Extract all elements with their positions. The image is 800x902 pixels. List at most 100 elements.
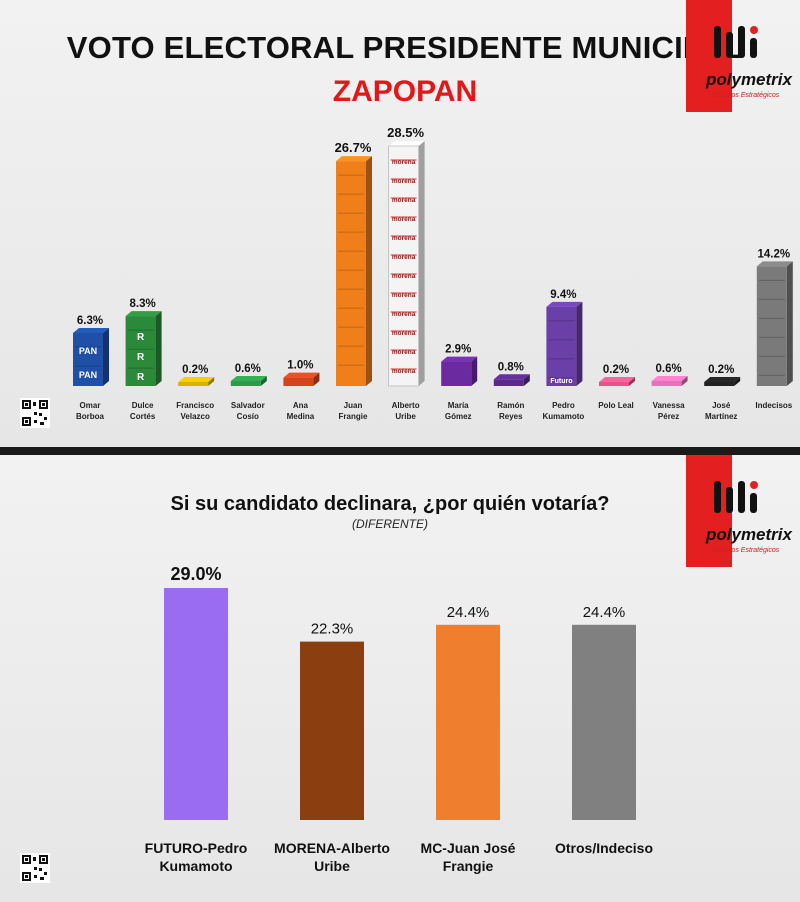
category-label: Salvador (231, 401, 265, 410)
bar-group: morena morena morena morena morena morena more… (387, 125, 425, 421)
category-label: Cortés (130, 412, 156, 421)
party-mark: Futuro (550, 378, 572, 385)
bar-side (313, 372, 320, 386)
decline-bar-chart: 29.0% FUTURO-Pedro Kumamoto 22.3% MORENA-Alb… (145, 564, 653, 874)
category-label: María (448, 401, 469, 410)
bar-top (178, 377, 215, 382)
data-label: 0.2% (603, 364, 629, 376)
category-label: Indecisos (755, 401, 792, 410)
data-label: 0.8% (498, 361, 524, 373)
bar-group: 24.4% MC-Juan José Frangie (421, 604, 516, 874)
data-label: 22.3% (311, 621, 354, 638)
category-label: Juan (344, 401, 363, 410)
bar-side (734, 377, 741, 386)
party-mark: PAN (79, 346, 97, 356)
category-label: Pedro (552, 401, 575, 410)
category-label: Dulce (132, 401, 154, 410)
bar (388, 145, 420, 387)
data-label: 0.2% (708, 364, 734, 376)
data-label: 29.0% (170, 564, 221, 584)
bar-side (155, 311, 162, 386)
brand-tagline: Estudios Estratégicos (712, 92, 780, 99)
party-mark: morena (392, 159, 416, 166)
bar-group: 0.2% José Martínez (704, 364, 741, 421)
bar-side (260, 375, 267, 386)
bar-top (230, 375, 267, 381)
party-mark: morena (392, 216, 416, 223)
bar-side (366, 156, 372, 386)
category-label: Medina (287, 412, 315, 421)
data-label: 2.9% (445, 344, 471, 356)
bar (572, 624, 636, 820)
category-label: Francisco (176, 401, 214, 410)
bar-side (786, 261, 793, 386)
bar-side (418, 141, 425, 386)
data-label: 24.4% (583, 604, 626, 621)
chart-subtitle: ZAPOPAN (332, 75, 478, 108)
bar-top (756, 261, 793, 267)
category-label: MORENA-Alberto (274, 840, 390, 856)
brand-tagline: Estudios Estratégicos (712, 547, 780, 554)
data-label: 8.3% (129, 298, 155, 310)
vote-bar-chart: PANPAN6.3%OmarBorboaRRR8.3%DulceCortés0.… (73, 125, 793, 421)
bar-group: 14.2% Indecisos (755, 248, 793, 410)
category-label: Omar (80, 401, 101, 410)
bar (651, 380, 682, 386)
category-label: Reyes (499, 412, 523, 421)
data-label: 6.3% (77, 315, 103, 327)
category-label: MC-Juan José (421, 840, 516, 856)
bar-top (546, 301, 583, 307)
bar-group: Futuro 9.4% Pedro Kumamoto (543, 289, 585, 421)
bar-group: 1.0% Ana Medina (283, 360, 320, 421)
bar (704, 382, 735, 386)
bar (230, 380, 261, 386)
bar-group: 0.6% Salvador Cosío (230, 363, 267, 421)
category-label: Frangie (339, 412, 368, 421)
bar-group: 0.6% Vanessa Pérez (651, 363, 688, 421)
bar-top (388, 141, 425, 146)
bar-top (493, 374, 530, 380)
bar-group: 22.3% MORENA-Alberto Uribe (274, 621, 390, 874)
bar-group: 2.9% María Gómez (441, 344, 478, 421)
bar (756, 266, 787, 386)
category-label: Polo Leal (598, 401, 634, 410)
bar (336, 161, 366, 386)
data-label: 14.2% (757, 248, 790, 260)
party-mark: morena (392, 311, 416, 318)
data-label: 26.7% (335, 140, 372, 155)
bar-side (471, 356, 478, 386)
category-label: Frangie (443, 858, 494, 874)
bar-group: 0.2% Francisco Velazco (176, 364, 214, 421)
party-mark: R (137, 372, 145, 383)
category-label: Vanessa (653, 401, 686, 410)
category-label: Kumamoto (543, 412, 585, 421)
category-label: Ramón (497, 401, 524, 410)
vote-panel: VOTO ELECTORAL PRESIDENTE MUNICIPAL ZAPO… (0, 0, 800, 447)
data-label: 9.4% (550, 289, 576, 301)
bar (178, 382, 209, 386)
chart-title: Si su candidato declinara, ¿por quién vo… (170, 493, 610, 515)
bar-group: 29.0% FUTURO-Pedro Kumamoto (145, 564, 248, 874)
category-label: Uribe (395, 412, 416, 421)
bar-top (73, 327, 109, 333)
data-label: 0.2% (182, 364, 208, 376)
bar-top (704, 377, 741, 382)
category-label: Uribe (314, 858, 350, 874)
brand-name: polymetrix (706, 525, 792, 544)
party-mark: R (137, 332, 145, 343)
party-mark: morena (392, 254, 416, 261)
chart-title: VOTO ELECTORAL PRESIDENTE MUNICIPAL (66, 30, 744, 65)
category-label: Pérez (658, 412, 679, 421)
category-label: FUTURO-Pedro (145, 840, 248, 856)
bar-top (125, 311, 162, 317)
bar-side (523, 374, 530, 386)
party-mark: R (137, 352, 145, 363)
bar-top (651, 375, 688, 381)
category-label: Kumamoto (159, 858, 232, 874)
bar-side (103, 327, 109, 386)
bar (441, 361, 472, 386)
category-label: Otros/Indeciso (555, 840, 653, 856)
bar-group: PAN PAN 6.3% Omar Borboa (73, 315, 109, 421)
party-mark: morena (392, 273, 416, 280)
data-label: 28.5% (387, 125, 424, 140)
